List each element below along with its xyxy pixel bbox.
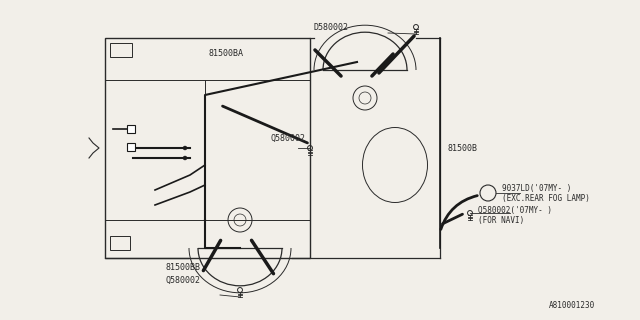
Bar [127, 125, 135, 133]
Bar [110, 236, 130, 250]
Text: Q580002: Q580002 [165, 276, 200, 284]
Text: 81500BB: 81500BB [165, 263, 200, 273]
Text: 9037LD('07MY- ): 9037LD('07MY- ) [502, 183, 572, 193]
Text: (FOR NAVI): (FOR NAVI) [478, 215, 524, 225]
Circle shape [183, 156, 187, 160]
Circle shape [480, 185, 496, 201]
Text: Q580002('07MY- ): Q580002('07MY- ) [478, 205, 552, 214]
Bar [110, 43, 132, 57]
Text: A810001230: A810001230 [548, 301, 595, 310]
Bar [127, 143, 135, 151]
Text: D580002: D580002 [313, 22, 348, 31]
Bar [105, 38, 310, 258]
Circle shape [183, 146, 187, 150]
Text: Q580002: Q580002 [270, 133, 305, 142]
Text: 81500B: 81500B [447, 143, 477, 153]
Text: (EXC.REAR FOG LAMP): (EXC.REAR FOG LAMP) [502, 194, 590, 203]
Text: 81500BA: 81500BA [208, 49, 243, 58]
